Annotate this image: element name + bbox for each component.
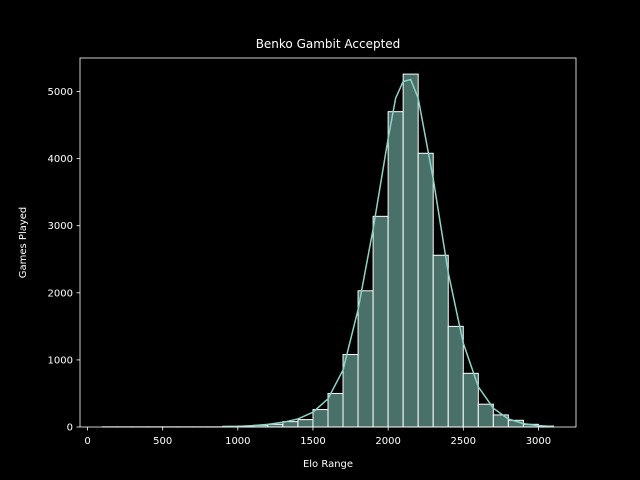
y-tick-label: 3000 — [48, 221, 73, 232]
y-tick-label: 0 — [67, 423, 73, 434]
y-tick-label: 5000 — [48, 87, 73, 98]
y-tick-label: 1000 — [48, 355, 73, 366]
y-tick-label: 4000 — [48, 154, 73, 165]
y-axis-label: Games Played — [18, 207, 29, 279]
x-tick-label: 1000 — [225, 436, 250, 447]
x-tick-label: 500 — [153, 436, 172, 447]
histogram-bar — [402, 73, 419, 428]
histogram-bar — [417, 152, 434, 428]
histogram-bar — [297, 419, 314, 428]
histogram-bar — [447, 325, 464, 428]
x-axis-label: Elo Range — [303, 459, 353, 470]
x-tick-label: 0 — [84, 436, 90, 447]
histogram-bar — [387, 111, 404, 428]
histogram-bar — [342, 354, 359, 428]
histogram-bar — [327, 392, 344, 428]
y-axis-ticks: 0 1000 2000 3000 4000 5000 — [48, 87, 80, 434]
histogram-bar — [372, 215, 389, 428]
x-tick-label: 2000 — [375, 436, 400, 447]
x-axis-ticks: 0 500 1000 1500 2000 2500 3000 — [84, 427, 551, 447]
x-tick-label: 1500 — [300, 436, 325, 447]
x-tick-label: 3000 — [526, 436, 551, 447]
plot-area-frame — [79, 57, 577, 428]
chart-title: Benko Gambit Accepted — [256, 37, 401, 51]
histogram-bar — [477, 403, 494, 428]
x-tick-label: 2500 — [451, 436, 476, 447]
histogram-bar — [357, 290, 374, 428]
y-tick-label: 2000 — [48, 288, 73, 299]
bars-layer — [102, 73, 554, 428]
kde-curve — [222, 78, 554, 428]
histogram-bar — [432, 254, 449, 428]
histogram-bar — [312, 409, 329, 428]
